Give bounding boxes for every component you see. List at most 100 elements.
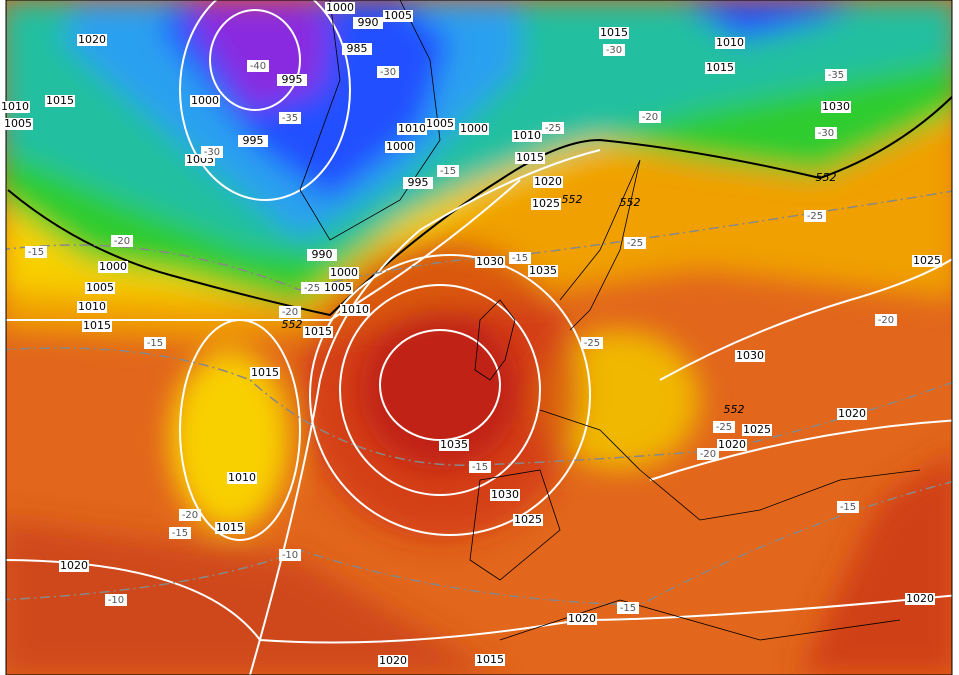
isobar-label-text: 1015 — [304, 325, 332, 338]
isobar-label: 1010 — [715, 36, 745, 49]
temperature-label-box — [875, 314, 897, 326]
isobar-label: 995 — [403, 176, 433, 189]
isobar-label: 1010 — [77, 300, 107, 313]
isobar-label: 1035 — [528, 264, 558, 277]
temperature-label-text: -25 — [584, 338, 600, 349]
temperature-label-box — [837, 501, 859, 513]
isobar-label: 1000 — [98, 260, 128, 273]
temperature-label-box — [169, 527, 191, 539]
temperature-label-box — [105, 594, 127, 606]
temperature-label: -30 — [201, 146, 223, 158]
isobar-label-box — [378, 655, 408, 667]
temperature-label: -20 — [179, 509, 201, 521]
temperature-label-box — [542, 122, 564, 134]
isobar-label-box — [459, 123, 489, 135]
isobar-label: 1015 — [705, 61, 735, 74]
temperature-label-text: -30 — [818, 128, 834, 139]
isobar-label-box — [385, 141, 415, 153]
isobar-label-text: 1000 — [99, 260, 127, 273]
isobar-label: 1015 — [515, 151, 545, 164]
isobar-label-box — [303, 326, 333, 338]
isobar-label-box — [515, 152, 545, 164]
frame — [5, 0, 953, 675]
isobar-label-text: 1010 — [716, 36, 744, 49]
isobar-label-box — [475, 654, 505, 666]
temperature-label-text: -15 — [440, 166, 456, 177]
isobar-label: 1015 — [599, 26, 629, 39]
temperature-label-box — [301, 282, 323, 294]
isobar-label-box — [215, 522, 245, 534]
temperature-label-box — [279, 112, 301, 124]
temperature-label-text: -30 — [204, 147, 220, 158]
isobar-label-text: 1015 — [251, 366, 279, 379]
temperature-label-box — [825, 69, 847, 81]
isobar-label-box — [821, 101, 851, 113]
isobar-label-box — [837, 408, 867, 420]
isobar-label-box — [325, 2, 355, 14]
isobar-label-text: 1030 — [491, 488, 519, 501]
temperature-label: -15 — [144, 337, 166, 349]
temperature-label-text: -10 — [282, 550, 298, 561]
isobar-label-box — [77, 301, 107, 313]
isobar-label: 1005 — [323, 281, 353, 294]
temperature-label-box — [603, 44, 625, 56]
coastlines — [299, 0, 921, 641]
isobar-label-text: 1015 — [216, 521, 244, 534]
temperature-label: -25 — [713, 421, 735, 433]
temperature-label-text: -20 — [878, 315, 894, 326]
isobar-label-box — [82, 320, 112, 332]
temperature-label-text: -30 — [380, 67, 396, 78]
thickness-label: 552 — [620, 196, 641, 209]
isobar-label: 1020 — [717, 438, 747, 451]
isobar-label-text: 995 — [282, 73, 303, 86]
isobar-label-text: 1010 — [228, 471, 256, 484]
isobar-label-box — [323, 282, 353, 294]
isobar-label-box — [77, 34, 107, 46]
isobar-label-text: 990 — [312, 248, 333, 261]
isobar-label-box — [717, 439, 747, 451]
temperature-label-box — [247, 60, 269, 72]
isobar-label-box — [329, 267, 359, 279]
isobar-label-box — [567, 613, 597, 625]
isobar-label-text: 1000 — [386, 140, 414, 153]
temperature-label-text: -25 — [807, 211, 823, 222]
isobar-label-text: 1030 — [822, 100, 850, 113]
isobar-label: 1025 — [531, 197, 561, 210]
isobar-label-text: 995 — [408, 176, 429, 189]
temperature-label: -20 — [697, 448, 719, 460]
isobar-label-box — [277, 74, 307, 86]
temperature-label-box — [815, 127, 837, 139]
thickness-label: 552 — [562, 193, 583, 206]
isobar-label-text: 1000 — [326, 1, 354, 14]
isobar-label-text: 1020 — [838, 407, 866, 420]
isobar-label-box — [340, 304, 370, 316]
temperature-label-box — [713, 421, 735, 433]
isobar-label-text: 1010 — [1, 100, 29, 113]
temperature-label-text: -35 — [282, 113, 298, 124]
isobar-label-box — [383, 10, 413, 22]
thickness-line — [7, 95, 952, 317]
temperature-label-text: -40 — [250, 61, 266, 72]
isobar-label-text: 1020 — [78, 33, 106, 46]
temperature-label-text: -25 — [545, 123, 561, 134]
temperature-label-box — [509, 252, 531, 264]
isobar-label-text: 1005 — [324, 281, 352, 294]
temperature-label-text: -25 — [716, 422, 732, 433]
isobar-label-text: 1035 — [529, 264, 557, 277]
isobar-label-text: 1010 — [341, 303, 369, 316]
isobar-label: 1015 — [303, 325, 333, 338]
isobar-label: 1020 — [77, 33, 107, 46]
isobar-label-box — [735, 350, 765, 362]
temperature-label-box — [279, 306, 301, 318]
isobar-label: 1020 — [533, 175, 563, 188]
temperature-label-box — [25, 246, 47, 258]
temperature-label-box — [111, 235, 133, 247]
isobar-label: 1005 — [85, 281, 115, 294]
isobar-label-box — [599, 27, 629, 39]
isobar-label-text: 1025 — [514, 513, 542, 526]
isobar-label-box — [397, 123, 427, 135]
isobar-label-text: 1025 — [743, 423, 771, 436]
isobar-label-box — [3, 118, 33, 130]
